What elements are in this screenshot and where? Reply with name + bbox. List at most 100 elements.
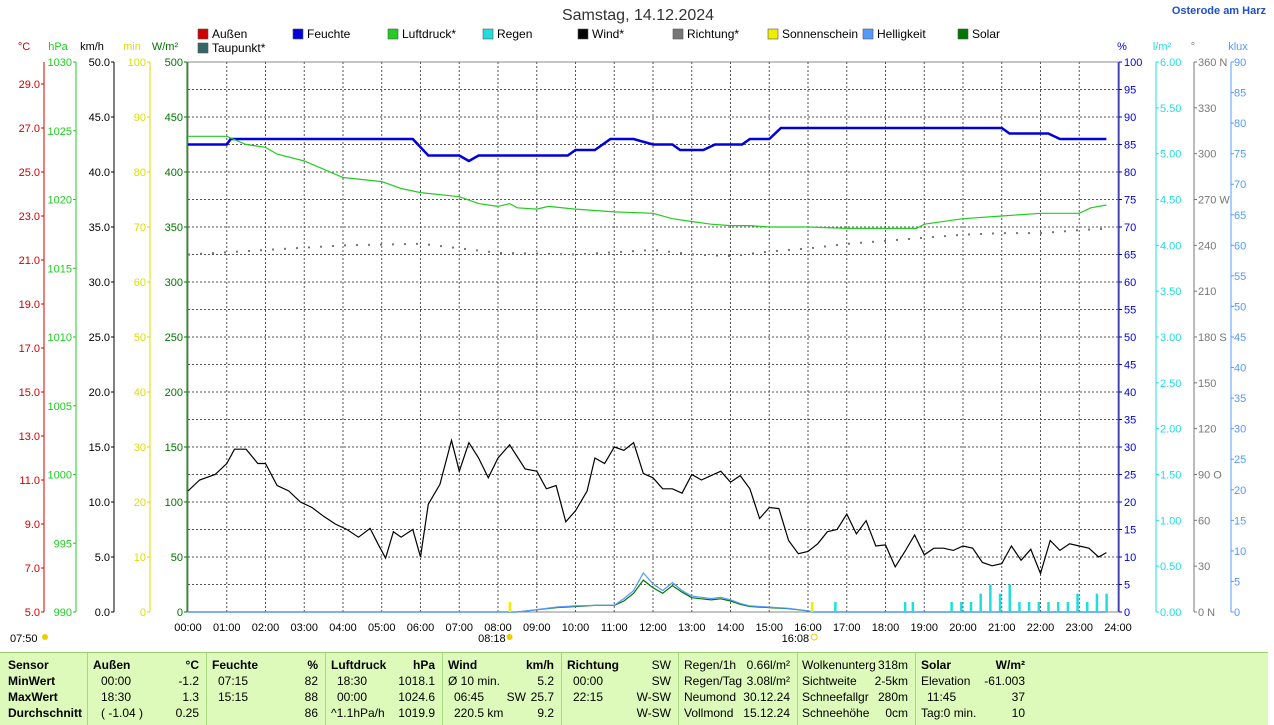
stats-label: Regen/1h [684,658,737,672]
stats-header: Solar [921,658,952,672]
stats-wind-column: Wind km/h Ø 10 min. 5.2 06:45 SW 25.7 220.5 … [448,657,558,721]
richtung-point [812,246,814,249]
chart-title: Samstag, 14.12.2024 [562,7,714,24]
hum-tick-label: 45 [1124,360,1136,372]
sun-icon [42,634,48,640]
stats-time: 15:15 [218,690,249,704]
stats-header: Luftdruck [331,658,387,672]
lux-tick-label: 45 [1234,332,1246,344]
x-tick-label: 07:00 [445,622,473,634]
richtung-point [356,244,358,247]
richtung-point [776,249,778,252]
solar-tick-label: 200 [165,387,183,399]
minutes-tick-label: 60 [134,277,146,289]
dir-tick-label: 150 [1198,378,1216,390]
x-tick-label: 13:00 [678,622,706,634]
richtung-point [920,237,922,240]
dir-tick-label: 30 [1198,561,1210,573]
x-tick-label: 11:00 [601,622,628,634]
regen-bar [834,602,837,612]
lux-tick-label: 65 [1234,210,1246,222]
lux-tick-label: 0 [1234,607,1240,619]
legend-swatch [862,28,874,40]
hum-tick-label: 40 [1124,387,1136,399]
legend-label: Sonnenschein [782,27,858,41]
regen-bar [979,593,982,612]
regen-bar [1047,602,1050,612]
stats-label: Elevation [921,674,971,688]
rain-tick-label: 6.00 [1160,57,1181,69]
wind-tick-label: 35.0 [89,222,110,234]
wind-tick-label: 20.0 [89,387,110,399]
stats-value: 25.7 [530,690,554,704]
stats-header: Feuchte [212,658,259,672]
x-tick-label: 08:00 [484,622,512,634]
hum-tick-label: 55 [1124,305,1136,317]
richtung-point [1088,228,1090,231]
press-axis-unit: hPa [48,41,68,53]
hum-tick-label: 5 [1124,580,1130,592]
richtung-point [548,252,550,255]
legend-swatch [577,28,589,40]
press-tick-label: 990 [54,607,72,619]
lux-tick-label: 70 [1234,179,1246,191]
legend-label: Regen [497,27,532,41]
rain-axis-unit: l/m² [1153,41,1172,53]
richtung-point [848,242,850,245]
hum-tick-label: 95 [1124,85,1136,97]
rain-tick-label: 5.50 [1160,103,1181,115]
regen-bar [1086,602,1089,612]
richtung-point [512,252,514,255]
richtung-point [368,243,370,246]
stats-label: Wolkenunterg [802,658,876,672]
stats-time: 07:15 [218,674,249,688]
stats-value: 1.3 [182,690,199,704]
press-tick-label: 1025 [48,126,72,138]
stats-value: W-SW [636,690,671,704]
wind-tick-label: 15.0 [89,442,110,454]
stats-value: 9.2 [537,706,554,720]
regen-bar [1027,602,1031,612]
stats-header: Sensor [8,658,49,672]
stats-time: ^1.1hPa/h [331,706,385,720]
press-tick-label: 1020 [48,195,72,207]
stats-value: 2-5km [874,674,908,688]
rain-tick-label: 2.00 [1160,424,1181,436]
stats-aussen-column: Außen °C 00:00 -1.2 18:30 1.3 ( -1.04 ) 0.25 [93,657,203,721]
lux-tick-label: 5 [1234,576,1240,588]
x-tick-label: 02:00 [252,622,280,634]
richtung-point [692,253,694,256]
weather-chart: Samstag, 14.12.2024 Außen Feuchte Luftdruck… [10,7,1248,645]
stats-label: Sichtweite [802,674,857,688]
regen-bar [1105,593,1108,612]
stats-value: 86 [304,706,318,720]
richtung-point [212,252,214,255]
lux-tick-label: 20 [1234,485,1246,497]
helligkeit-series-line [188,571,1107,613]
wind-tick-label: 0.0 [95,607,110,619]
regen-bar [1008,584,1011,612]
sunrise-icon [506,634,513,640]
lux-tick-label: 60 [1234,240,1246,252]
richtung-point [656,249,658,252]
legend-swatch [197,28,209,40]
stats-time: ( -1.04 ) [101,706,144,720]
temp-tick-label: 23.0 [19,211,40,223]
richtung-point [680,252,682,255]
row-label: MaxWert [8,690,58,704]
minutes-tick-label: 0 [140,607,146,619]
stats-header: Richtung [567,658,619,672]
richtung-point [932,236,934,239]
richtung-point [728,254,730,257]
row-label: MinWert [8,674,56,688]
hum-tick-label: 90 [1124,112,1136,124]
stats-unit: % [307,658,318,672]
legend-swatch [292,28,304,40]
stats-value: 88 [304,690,318,704]
dir-tick-label: 60 [1198,515,1210,527]
richtung-point [764,251,766,254]
stats-unit: hPa [412,658,435,672]
x-tick-label: 05:00 [368,622,396,634]
rain-tick-label: 5.00 [1160,149,1181,161]
stats-time: 00:00 [573,674,604,688]
